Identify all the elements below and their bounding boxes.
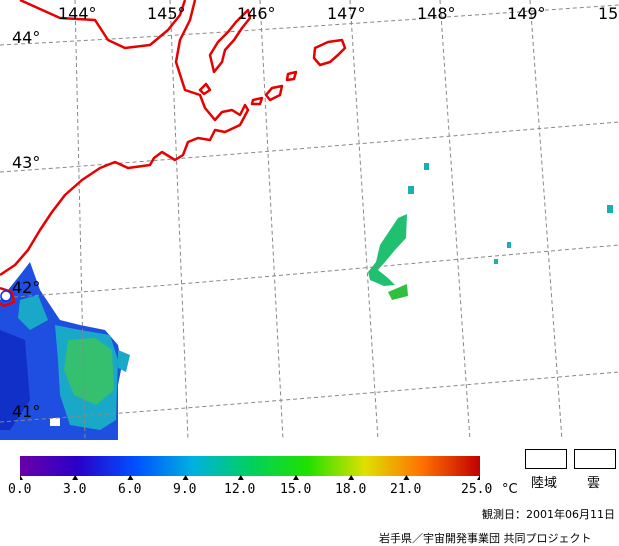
- coastline: [0, 0, 347, 308]
- sst-map: 144° 145° 146° 147° 148° 149° 15 44° 43°…: [0, 0, 619, 440]
- credit-line: 岩手県／宇宙開発事業団 共同プロジェクト: [379, 532, 592, 545]
- temperature-colorbar: [20, 456, 480, 480]
- colorbar-tick-1: 3.0: [63, 482, 87, 497]
- sst-offshore-patches: [368, 163, 613, 300]
- colorbar-tick-2: 6.0: [118, 482, 142, 497]
- latitude-labels: 44° 43° 42° 41°: [12, 28, 40, 421]
- colorbar-tick-0: 0.0: [8, 482, 32, 497]
- colorbar-tick-mark-0: [20, 475, 23, 480]
- lat-label-43: 43°: [12, 153, 40, 172]
- hachinohe-marker: [0, 290, 12, 302]
- land-swatch-label: 陸域: [531, 476, 558, 491]
- colorbar-tick-mark-2: [127, 475, 134, 480]
- lon-label-148: 148°: [417, 4, 456, 23]
- colorbar-tick-mark-8: [477, 475, 480, 480]
- lat-label-41: 41°: [12, 402, 40, 421]
- colorbar-unit: °C: [502, 482, 518, 497]
- lat-label-42: 42°: [12, 278, 40, 297]
- colorbar-tick-mark-3: [182, 475, 189, 480]
- cloud-swatch-label: 雲: [587, 476, 601, 491]
- lat-label-44: 44°: [12, 28, 40, 47]
- lon-label-147: 147°: [327, 4, 366, 23]
- colorbar-tick-mark-4: [237, 475, 244, 480]
- colorbar-tick-6: 18.0: [335, 482, 367, 497]
- observation-date: 観測日：2001年06月11日: [482, 508, 615, 521]
- colorbar-tick-7: 21.0: [390, 482, 422, 497]
- lon-label-146: 146°: [237, 4, 276, 23]
- lon-label-144: 144°: [58, 4, 97, 23]
- longitude-labels: 144° 145° 146° 147° 148° 149° 15: [58, 4, 618, 23]
- colorbar-tick-8: 25.0: [461, 482, 493, 497]
- land-swatch: [525, 449, 567, 469]
- lon-label-150: 15: [598, 4, 618, 23]
- sst-data-area: [0, 262, 130, 440]
- lon-label-149: 149°: [507, 4, 546, 23]
- colorbar-tick-3: 9.0: [173, 482, 197, 497]
- colorbar-tick-5: 15.0: [280, 482, 312, 497]
- lon-label-145: 145°: [147, 4, 186, 23]
- cloud-swatch: [574, 449, 616, 469]
- colorbar-tick-mark-6: [348, 475, 355, 480]
- colorbar-tick-mark-7: [403, 475, 410, 480]
- colorbar-tick-4: 12.0: [224, 482, 256, 497]
- colorbar-tick-mark-5: [293, 475, 299, 480]
- graticule: [0, 0, 619, 440]
- colorbar-tick-mark-1: [72, 475, 79, 480]
